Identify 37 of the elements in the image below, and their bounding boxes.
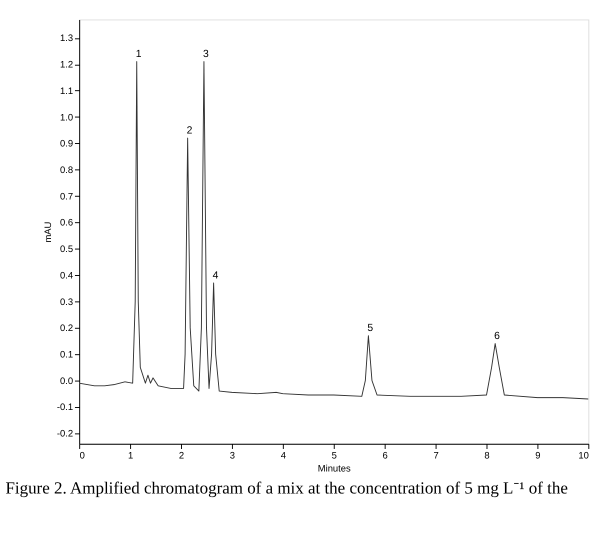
annotation: 1 — [136, 48, 142, 60]
x-tick-label: 5 — [332, 449, 337, 460]
x-tick-label: 4 — [280, 449, 286, 460]
y-tick-label: 1.2 — [60, 58, 74, 70]
y-tick-label: 0.5 — [60, 243, 74, 254]
annotation: 2 — [186, 125, 193, 136]
annotation: 3 — [202, 48, 209, 60]
y-tick-label: 0.0 — [60, 374, 74, 386]
y-tick-label: 0.8 — [60, 164, 74, 175]
x-tick-label: 10 — [578, 449, 589, 460]
line-series — [79, 61, 588, 400]
y-tick-label: 0.6 — [60, 216, 74, 228]
caption: Figure 2. Amplified chromatogram of a mix at the concentration of 5 mg L⁻¹ of the — [5, 478, 568, 498]
y-tick-label: 1.1 — [60, 84, 74, 96]
y-tick-label: -0.2 — [56, 428, 74, 439]
y-tick-label: -0.1 — [56, 401, 74, 412]
y-tick-label: 0.1 — [60, 348, 74, 360]
x-tick-label: 7 — [433, 449, 439, 460]
y-axis-title: mAU — [42, 221, 54, 243]
y-tick-label: 0.2 — [60, 322, 74, 334]
y-tick-label: 1.3 — [60, 32, 74, 44]
y-tick-label: 1.0 — [60, 111, 74, 122]
x-axis-title: Minutes — [318, 462, 352, 474]
x-tick-label: 2 — [178, 449, 184, 460]
x-tick-label: 3 — [230, 449, 236, 460]
x-tick-label: 6 — [382, 449, 388, 460]
annotation: 4 — [212, 270, 219, 282]
x-tick-label: 1 — [128, 449, 134, 460]
y-tick-label: 0.3 — [60, 296, 74, 307]
x-tick-label: 9 — [535, 449, 541, 460]
x-tick-label: 8 — [484, 449, 490, 460]
y-tick-label: 0.7 — [60, 190, 74, 202]
y-tick-label: 0.4 — [60, 269, 74, 280]
annotation: 5 — [367, 323, 374, 334]
annotation: 6 — [494, 330, 500, 342]
y-tick-label: 0.9 — [60, 138, 74, 149]
x-tick-label: 0 — [80, 449, 85, 460]
